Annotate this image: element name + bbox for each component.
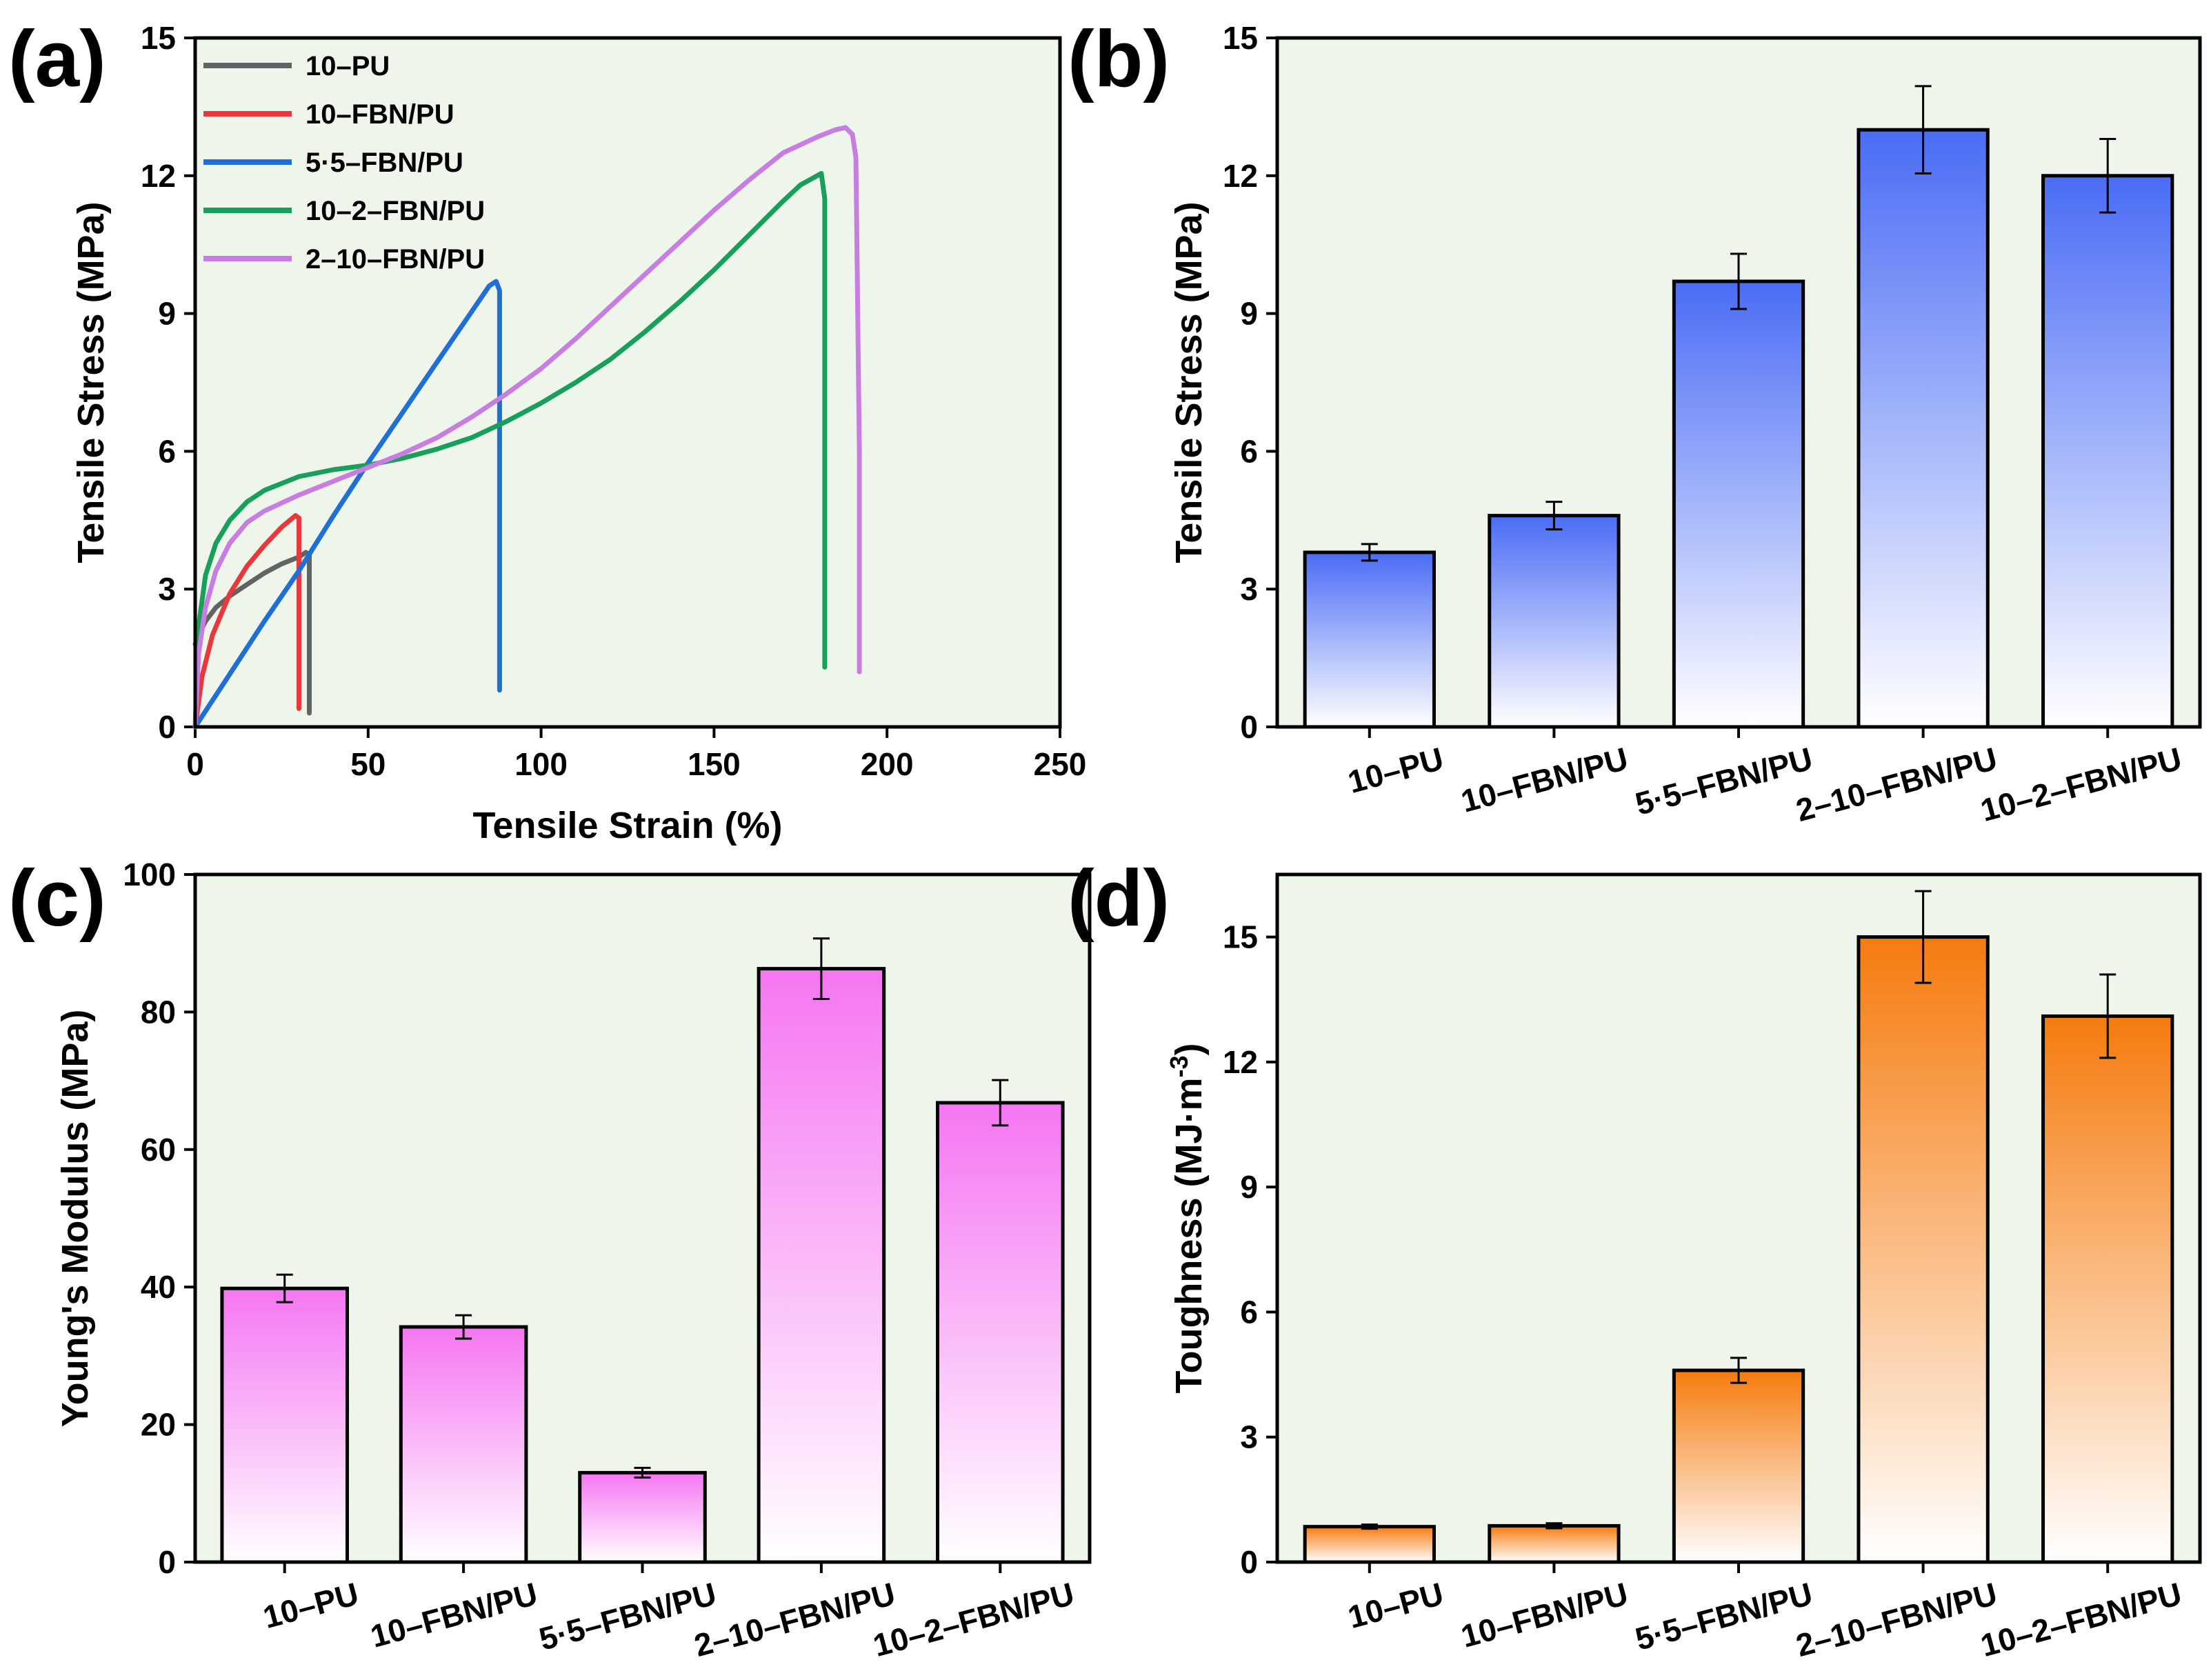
bar-4 xyxy=(2041,174,2174,729)
y-tick-label: 9 xyxy=(158,296,176,332)
x-tick-label: 250 xyxy=(1034,746,1087,782)
y-tick-label: 15 xyxy=(141,20,176,56)
y-axis-title-text: Toughness (MJ·m xyxy=(1168,1078,1210,1394)
category-label: 10–FBN/PU xyxy=(1457,1575,1632,1654)
legend-label-2: 5·5–FBN/PU xyxy=(306,148,463,178)
legend-label-4: 2–10–FBN/PU xyxy=(306,244,485,274)
plot-frame xyxy=(193,872,1092,1564)
category-label: 2–10–FBN/PU xyxy=(1792,740,2001,828)
plot-frame xyxy=(193,36,1062,729)
y-tick-label: 12 xyxy=(141,158,176,194)
panel-b-bar-chart: 0 3 6 9 12 15 (b) Tensile Stress (MPa) 10–PU 10–F… xyxy=(1068,14,2202,828)
bar-0 xyxy=(220,1286,349,1564)
bar-4 xyxy=(2041,1014,2174,1564)
y-tick-label: 9 xyxy=(1240,296,1258,332)
y-tick-label: 0 xyxy=(1240,1544,1258,1580)
y-tick-label: 6 xyxy=(1240,1294,1258,1330)
plot-frame xyxy=(1275,36,2202,729)
y-tick-label: 9 xyxy=(1240,1169,1258,1205)
bar-4 xyxy=(936,1101,1065,1564)
category-label: 2–10–FBN/PU xyxy=(690,1575,899,1663)
bar-1 xyxy=(1488,514,1621,729)
category-label: 5·5–FBN/PU xyxy=(1632,740,1817,821)
bar-2 xyxy=(578,1470,707,1564)
y-tick-label: 12 xyxy=(1223,158,1258,194)
legend-label-0: 10–PU xyxy=(306,51,390,81)
bar-1 xyxy=(1488,1523,1621,1564)
panel-label: (a) xyxy=(8,14,106,103)
y-axis-title: Tensile Stress (MPa) xyxy=(70,201,112,563)
series-line-2 xyxy=(192,279,502,730)
y-tick-label: 12 xyxy=(1223,1044,1258,1080)
category-label: 5·5–FBN/PU xyxy=(1632,1575,1817,1657)
y-axis-title: Young's Modulus (MPa) xyxy=(54,1010,96,1428)
x-axis-title: Tensile Strain (%) xyxy=(472,805,782,846)
y-tick-label: 3 xyxy=(1240,1419,1258,1455)
plot-background xyxy=(195,38,1060,727)
y-tick-label: 3 xyxy=(1240,571,1258,607)
y-tick-label: 100 xyxy=(123,857,176,892)
category-label: 10–PU xyxy=(1344,1575,1447,1635)
y-axis-title-end: ) xyxy=(1168,1043,1210,1056)
y-tick-label: 20 xyxy=(141,1407,176,1443)
y-tick-label: 3 xyxy=(158,571,176,607)
x-tick-label: 150 xyxy=(688,746,741,782)
plot-frame xyxy=(1275,872,2202,1564)
panel-label: (b) xyxy=(1068,14,1170,103)
panel-label: (d) xyxy=(1068,853,1170,943)
y-tick-label: 0 xyxy=(158,709,176,745)
panel-c-bar-chart: 0 20 40 60 80 100 (c) Young's Modulus (MPa) 10–P… xyxy=(8,853,1092,1663)
category-label: 2–10–FBN/PU xyxy=(1792,1575,2001,1663)
bar-1 xyxy=(399,1325,528,1564)
category-label: 10–PU xyxy=(259,1575,362,1635)
y-tick-label: 6 xyxy=(1240,433,1258,469)
series-line-3 xyxy=(192,171,828,730)
y-tick-label: 60 xyxy=(141,1132,176,1168)
bar-0 xyxy=(1303,1525,1436,1564)
y-tick-label: 6 xyxy=(158,433,176,469)
legend-label-3: 10–2–FBN/PU xyxy=(306,196,485,226)
panel-a-line-chart: 0 3 6 9 12 15 (a) Tensile Stress (MPa) 0 50 100 150… xyxy=(8,14,1086,846)
y-tick-label: 0 xyxy=(158,1544,176,1580)
bar-3 xyxy=(1857,128,1990,729)
x-tick-label: 0 xyxy=(186,746,204,782)
category-label: 10–2–FBN/PU xyxy=(1977,740,2185,828)
category-label: 10–FBN/PU xyxy=(367,1575,541,1654)
series-line-4 xyxy=(192,125,862,730)
category-label: 10–2–FBN/PU xyxy=(869,1575,1077,1663)
x-tick-label: 100 xyxy=(514,746,568,782)
y-axis-title: Tensile Stress (MPa) xyxy=(1168,201,1210,563)
panel-label: (c) xyxy=(8,853,106,943)
y-tick-label: 15 xyxy=(1223,919,1258,955)
y-tick-label: 0 xyxy=(1240,709,1258,745)
y-tick-label: 80 xyxy=(141,994,176,1030)
y-axis-title: Toughness (MJ·m-3) xyxy=(1165,1043,1210,1394)
category-label: 10–2–FBN/PU xyxy=(1977,1575,2185,1663)
y-tick-label: 40 xyxy=(141,1269,176,1305)
panel-d-bar-chart: 0 3 6 9 12 15 (d) Toughness (MJ·m-3) 10–PU 10–FBN… xyxy=(1068,853,2202,1663)
bar-2 xyxy=(1672,279,1805,729)
bar-3 xyxy=(757,967,886,1564)
legend-label-1: 10–FBN/PU xyxy=(306,99,454,130)
x-tick-label: 50 xyxy=(350,746,386,782)
bar-3 xyxy=(1857,935,1990,1564)
bar-2 xyxy=(1672,1368,1805,1564)
category-label: 10–FBN/PU xyxy=(1457,740,1632,819)
bar-0 xyxy=(1303,550,1436,729)
category-label: 10–PU xyxy=(1344,740,1447,800)
category-label: 5·5–FBN/PU xyxy=(535,1575,720,1657)
legend: 10–PU 10–FBN/PU 5·5–FBN/PU 10–2–FBN/PU 2–10–… xyxy=(203,51,485,274)
x-tick-label: 200 xyxy=(861,746,914,782)
series-line-1 xyxy=(192,513,301,730)
y-tick-label: 15 xyxy=(1223,20,1258,56)
y-axis-title-sup: -3 xyxy=(1165,1055,1193,1077)
